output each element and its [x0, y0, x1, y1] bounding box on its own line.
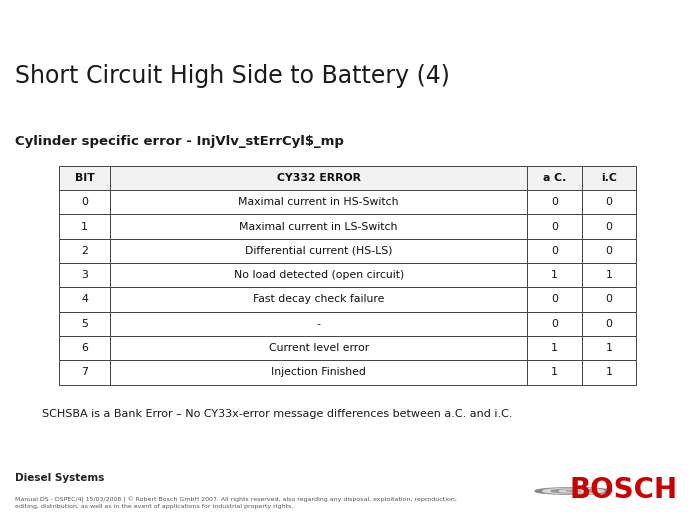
Bar [582, 190, 636, 214]
Text: 1: 1 [551, 367, 558, 378]
Text: No load detected (open circuit): No load detected (open circuit) [234, 270, 404, 280]
Bar [110, 263, 528, 287]
Bar [528, 287, 582, 312]
Text: Current level error: Current level error [268, 343, 369, 353]
Text: Short Circuit High Side to Battery (4): Short Circuit High Side to Battery (4) [15, 65, 450, 89]
Bar [582, 214, 636, 239]
Text: 1: 1 [551, 343, 558, 353]
Text: 0: 0 [551, 221, 558, 231]
Text: Diesel Systems: Diesel Systems [15, 473, 105, 483]
Ellipse shape [551, 489, 596, 493]
Text: 1: 1 [551, 270, 558, 280]
Bar [582, 336, 636, 361]
Bar [528, 336, 582, 361]
Text: Maximal current in HS-Switch: Maximal current in HS-Switch [238, 197, 399, 207]
Text: Fast decay check failure: Fast decay check failure [253, 294, 384, 304]
Text: Manual DS - DSPEC/4| 15/03/2008 | © Robert Bosch GmbH 2007. All rights reserved,: Manual DS - DSPEC/4| 15/03/2008 | © Robe… [15, 497, 457, 510]
Text: i.C: i.C [601, 173, 616, 183]
Text: 5: 5 [81, 319, 88, 329]
Text: 0: 0 [605, 294, 612, 304]
Bar [528, 239, 582, 263]
Bar [582, 287, 636, 312]
Text: 4: 4 [81, 294, 88, 304]
Text: SCHSBA is a Bank Error – No CY33x-error message differences between a.C. and i.C: SCHSBA is a Bank Error – No CY33x-error … [42, 408, 512, 418]
Ellipse shape [535, 488, 612, 494]
Text: BOSCH: BOSCH [569, 476, 678, 504]
Text: 3: 3 [81, 270, 88, 280]
Bar [582, 312, 636, 336]
Text: 0: 0 [551, 294, 558, 304]
Text: 0: 0 [551, 319, 558, 329]
Text: 7: 7 [81, 367, 88, 378]
Bar [528, 190, 582, 214]
Bar [582, 239, 636, 263]
Bar [528, 166, 582, 190]
Text: Cylinder specific error - InjVlv_stErrCyl$_mp: Cylinder specific error - InjVlv_stErrCy… [15, 135, 344, 147]
Bar [528, 361, 582, 384]
Bar [110, 239, 528, 263]
Bar [59, 214, 110, 239]
Text: 2: 2 [81, 246, 88, 256]
Bar [59, 239, 110, 263]
Bar [59, 166, 110, 190]
Text: 1: 1 [605, 343, 612, 353]
Ellipse shape [566, 490, 580, 492]
Bar [528, 263, 582, 287]
Bar [582, 361, 636, 384]
Bar [59, 312, 110, 336]
Text: Differential current (HS-LS): Differential current (HS-LS) [245, 246, 393, 256]
Text: 1: 1 [81, 221, 88, 231]
Text: -: - [317, 319, 320, 329]
Bar [59, 336, 110, 361]
Text: 1: 1 [605, 367, 612, 378]
Bar [59, 190, 110, 214]
Bar [110, 214, 528, 239]
Text: a C.: a C. [543, 173, 566, 183]
Text: 0: 0 [551, 246, 558, 256]
Text: 0: 0 [81, 197, 88, 207]
Text: 6: 6 [81, 343, 88, 353]
Bar [110, 190, 528, 214]
Text: 0: 0 [605, 197, 612, 207]
Text: 0: 0 [605, 246, 612, 256]
Text: 0: 0 [605, 221, 612, 231]
Bar [110, 361, 528, 384]
Text: Injection Finished: Injection Finished [271, 367, 366, 378]
Text: BIT: BIT [74, 173, 95, 183]
Bar [110, 312, 528, 336]
Bar [582, 166, 636, 190]
Bar [59, 263, 110, 287]
Text: 0: 0 [605, 319, 612, 329]
Bar [110, 287, 528, 312]
Text: 0: 0 [551, 197, 558, 207]
Bar [110, 336, 528, 361]
Ellipse shape [543, 488, 604, 494]
Text: Maximal current in LS-Switch: Maximal current in LS-Switch [240, 221, 398, 231]
Bar [528, 214, 582, 239]
Bar [582, 263, 636, 287]
Bar [59, 287, 110, 312]
Text: 1: 1 [605, 270, 612, 280]
Bar [59, 361, 110, 384]
Text: CY332 ERROR: CY332 ERROR [277, 173, 361, 183]
Bar [528, 312, 582, 336]
Text: Overview of Diagnosis: Overview of Diagnosis [15, 17, 199, 32]
Bar [110, 166, 528, 190]
Ellipse shape [559, 490, 587, 492]
